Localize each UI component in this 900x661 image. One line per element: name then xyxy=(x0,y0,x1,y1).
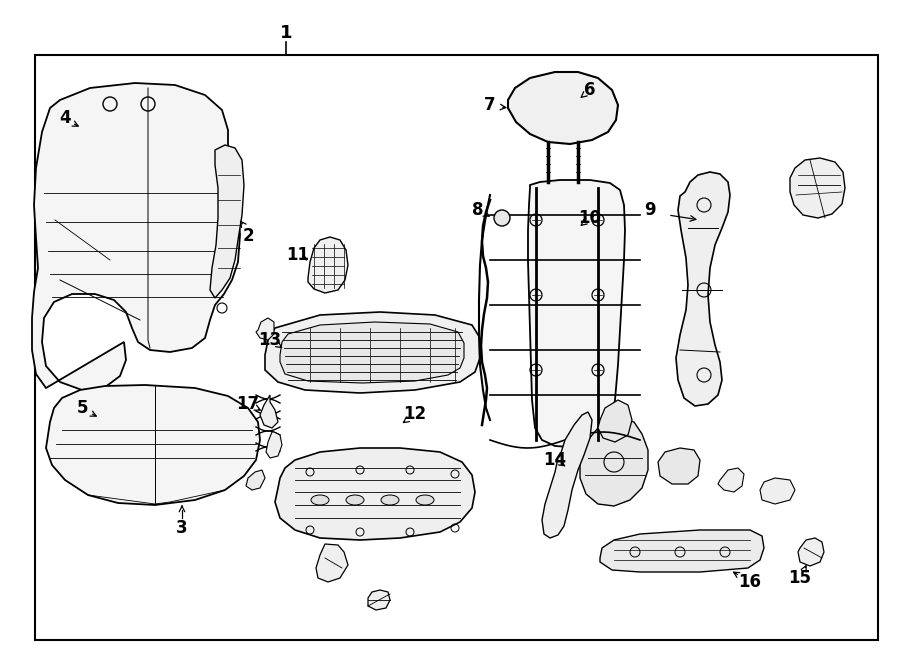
Polygon shape xyxy=(600,530,764,572)
Polygon shape xyxy=(256,318,274,340)
Polygon shape xyxy=(265,312,480,393)
Polygon shape xyxy=(658,448,700,484)
Ellipse shape xyxy=(381,495,399,505)
Text: 15: 15 xyxy=(788,569,812,587)
Text: 4: 4 xyxy=(59,109,71,127)
Polygon shape xyxy=(280,322,464,383)
Text: 9: 9 xyxy=(644,201,656,219)
Text: 2: 2 xyxy=(242,227,254,245)
Text: 7: 7 xyxy=(484,96,496,114)
Polygon shape xyxy=(580,418,648,506)
Polygon shape xyxy=(266,432,282,458)
Text: 10: 10 xyxy=(579,209,601,227)
Circle shape xyxy=(494,210,510,226)
Polygon shape xyxy=(798,538,824,566)
Text: 16: 16 xyxy=(739,573,761,591)
Text: 14: 14 xyxy=(544,451,567,469)
Ellipse shape xyxy=(416,495,434,505)
Polygon shape xyxy=(676,172,730,406)
Text: 13: 13 xyxy=(258,331,282,349)
Polygon shape xyxy=(542,412,592,538)
Ellipse shape xyxy=(346,495,364,505)
Polygon shape xyxy=(46,385,260,505)
Text: 6: 6 xyxy=(584,81,596,99)
Polygon shape xyxy=(598,400,632,442)
Polygon shape xyxy=(275,448,475,540)
Text: 1: 1 xyxy=(280,24,292,42)
Bar xyxy=(35,55,878,640)
Polygon shape xyxy=(260,395,278,428)
Polygon shape xyxy=(760,478,795,504)
Polygon shape xyxy=(246,470,265,490)
Polygon shape xyxy=(508,72,618,144)
Text: 11: 11 xyxy=(286,246,310,264)
Polygon shape xyxy=(308,237,348,293)
Polygon shape xyxy=(528,180,625,447)
Text: 8: 8 xyxy=(472,201,484,219)
Text: 17: 17 xyxy=(237,395,259,413)
Polygon shape xyxy=(210,145,244,298)
Polygon shape xyxy=(718,468,744,492)
Text: 5: 5 xyxy=(76,399,88,417)
Polygon shape xyxy=(790,158,845,218)
Text: 3: 3 xyxy=(176,519,188,537)
Polygon shape xyxy=(32,83,240,390)
Polygon shape xyxy=(368,590,390,610)
Text: 12: 12 xyxy=(403,405,427,423)
Polygon shape xyxy=(316,544,348,582)
Ellipse shape xyxy=(311,495,329,505)
